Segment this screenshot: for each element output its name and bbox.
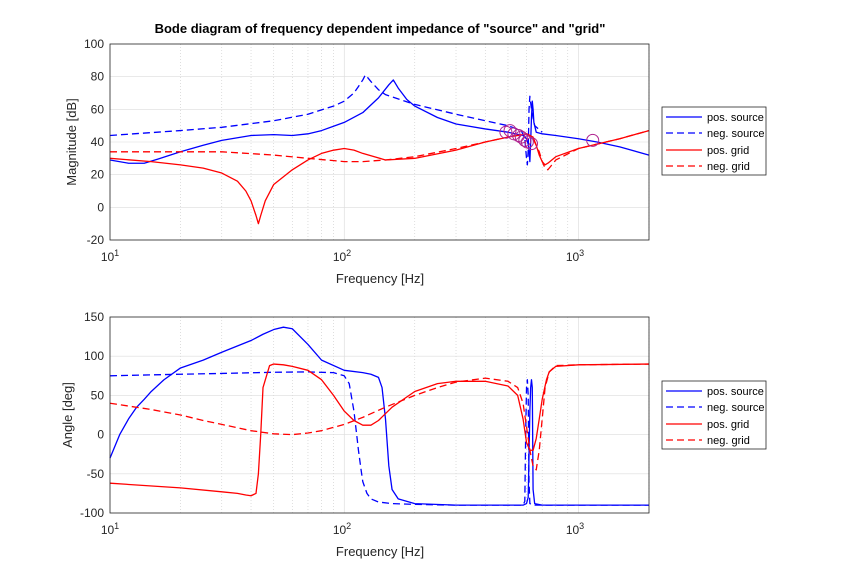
- y-tick-label: -20: [87, 233, 105, 247]
- angle-series-group: [109, 326, 650, 506]
- y-tick-label: 50: [91, 388, 105, 402]
- series-line-neg-source: [109, 74, 543, 166]
- legend-label-neg-source: neg. source: [707, 128, 764, 140]
- angle-legend: pos. source neg. source pos. grid neg. g…: [661, 380, 767, 450]
- chart-title: Bode diagram of frequency dependent impe…: [155, 21, 606, 36]
- angle-axes-box: [109, 316, 650, 514]
- y-tick-label: 100: [84, 349, 104, 363]
- angle-plot-area: [110, 317, 649, 513]
- angle-y-axis-label: Angle [deg]: [60, 382, 75, 448]
- magnitude-legend: pos. source neg. source pos. grid neg. g…: [661, 106, 767, 176]
- angle-x-axis-label: Frequency [Hz]: [336, 544, 424, 559]
- intersection-marker: [518, 133, 532, 147]
- series-line-pos-source: [109, 326, 649, 506]
- legend-label-pos-source: pos. source: [707, 386, 764, 398]
- series-line-neg-source: [109, 371, 649, 506]
- angle-y-ticks: -100 -50 0 50 100 150: [80, 310, 104, 520]
- legend-box: [661, 380, 767, 450]
- y-tick-label: 100: [84, 37, 104, 51]
- y-tick-label: -50: [87, 467, 105, 481]
- magnitude-y-axis-label: Magnitude [dB]: [64, 98, 79, 185]
- legend-label-pos-grid: pos. grid: [707, 145, 749, 157]
- legend-label-neg-source: neg. source: [707, 402, 764, 414]
- series-line-pos-source: [109, 79, 650, 164]
- y-tick-label: 80: [91, 70, 105, 84]
- legend-label-neg-grid: neg. grid: [707, 161, 750, 173]
- legend-box: [661, 106, 767, 176]
- y-tick-label: 20: [91, 168, 105, 182]
- legend-label-neg-grid: neg. grid: [707, 435, 750, 447]
- intersection-marker: [524, 137, 538, 151]
- legend-label-pos-source: pos. source: [707, 112, 764, 124]
- legend-label-pos-grid: pos. grid: [707, 419, 749, 431]
- y-tick-label: -100: [80, 506, 104, 520]
- y-tick-label: 40: [91, 135, 105, 149]
- y-tick-label: 60: [91, 102, 105, 116]
- y-tick-label: 0: [97, 428, 104, 442]
- intersection-marker: [586, 133, 600, 147]
- magnitude-markers: [499, 124, 600, 151]
- series-line-pos-grid: [109, 363, 650, 497]
- series-line-neg-grid: [109, 363, 650, 471]
- magnitude-x-axis-label: Frequency [Hz]: [336, 271, 424, 286]
- y-tick-label: 0: [97, 200, 104, 214]
- magnitude-y-ticks: -20 0 20 40 60 80 100: [84, 37, 104, 247]
- magnitude-axes-box: [109, 43, 650, 241]
- y-tick-label: 150: [84, 310, 104, 324]
